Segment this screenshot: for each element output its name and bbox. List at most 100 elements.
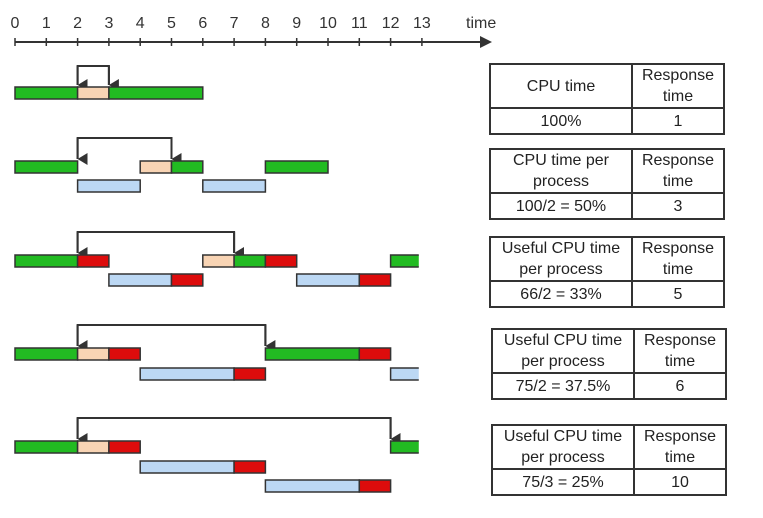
wasted-segment	[234, 461, 266, 473]
overhead-segment	[77, 348, 109, 360]
overhead-segment	[202, 255, 235, 267]
wasted-segment	[108, 441, 141, 453]
value-response-time: 1	[631, 107, 725, 135]
header-cpu-time: CPU time per process	[489, 148, 633, 194]
summary-table-2: CPU time per process Response time 100/2…	[489, 148, 725, 220]
wasted-segment	[359, 274, 391, 286]
ready-segment	[390, 368, 419, 380]
ready-segment	[77, 180, 141, 192]
segment-outline	[233, 367, 267, 381]
summary-table-5: Useful CPU time per process Response tim…	[491, 424, 727, 496]
segment-outline	[264, 160, 329, 174]
time-axis-tick-label: 1	[42, 15, 51, 32]
wasted-segment	[265, 255, 297, 267]
wasted-segment	[359, 348, 391, 360]
summary-table-1: CPU time Response time 100% 1	[489, 63, 725, 135]
segment-outline	[170, 273, 204, 287]
time-axis-label: time	[466, 15, 496, 32]
running-segment	[15, 441, 78, 453]
header-response-time: Response time	[633, 328, 727, 374]
header-response-time: Response time	[631, 148, 725, 194]
ready-segment	[265, 480, 360, 492]
running-segment	[390, 441, 419, 453]
wait-arrow-connector	[76, 137, 173, 159]
segment-outline	[202, 179, 267, 193]
running-segment	[265, 161, 328, 173]
segment-open-outline	[389, 254, 419, 268]
overhead-segment	[77, 87, 109, 99]
running-segment	[15, 255, 78, 267]
wait-arrow-connector	[76, 324, 267, 346]
running-segment	[265, 348, 360, 360]
value-cpu-time: 66/2 = 33%	[489, 280, 633, 308]
wasted-segment	[234, 368, 266, 380]
overhead-segment	[140, 161, 172, 173]
running-segment	[15, 161, 78, 173]
segment-outline	[233, 460, 267, 474]
wasted-segment	[359, 480, 391, 492]
value-response-time: 5	[631, 280, 725, 308]
segment-outline	[76, 254, 110, 268]
wait-arrow-connector	[76, 417, 392, 439]
header-response-time: Response time	[631, 63, 725, 109]
value-cpu-time: 75/3 = 25%	[491, 468, 635, 496]
time-axis-tick-label: 9	[292, 15, 301, 32]
running-segment	[171, 161, 203, 173]
segment-open-outline	[389, 367, 419, 381]
segment-outline	[170, 160, 204, 174]
header-response-time: Response time	[631, 236, 725, 282]
time-axis-tick-label: 7	[230, 15, 239, 32]
time-axis-tick-label: 4	[136, 15, 145, 32]
ready-segment	[108, 274, 172, 286]
running-segment	[15, 348, 78, 360]
header-cpu-time: Useful CPU time per process	[489, 236, 633, 282]
segment-outline	[108, 86, 204, 100]
segment-open-outline	[389, 440, 419, 454]
value-cpu-time: 75/2 = 37.5%	[491, 372, 635, 400]
segment-outline	[14, 160, 79, 174]
running-segment	[108, 87, 203, 99]
value-response-time: 10	[633, 468, 727, 496]
header-cpu-time: Useful CPU time per process	[491, 328, 635, 374]
running-segment	[15, 87, 78, 99]
ready-segment	[296, 274, 360, 286]
time-axis-tick-label: 13	[413, 15, 431, 32]
header-cpu-time: CPU time	[489, 63, 633, 109]
time-axis-tick-label: 6	[198, 15, 207, 32]
value-cpu-time: 100/2 = 50%	[489, 192, 633, 220]
value-response-time: 6	[633, 372, 727, 400]
value-cpu-time: 100%	[489, 107, 633, 135]
running-segment	[234, 255, 266, 267]
value-response-time: 3	[631, 192, 725, 220]
ready-segment	[140, 368, 235, 380]
running-segment	[390, 255, 419, 267]
summary-table-3: Useful CPU time per process Response tim…	[489, 236, 725, 308]
wasted-segment	[171, 274, 203, 286]
segment-outline	[108, 347, 141, 361]
header-cpu-time: Useful CPU time per process	[491, 424, 635, 470]
segment-outline	[76, 179, 141, 193]
ready-segment	[140, 461, 235, 473]
segment-outline	[358, 273, 392, 287]
summary-table-4: Useful CPU time per process Response tim…	[491, 328, 727, 400]
segment-outline	[264, 254, 298, 268]
time-axis-tick-label: 10	[319, 15, 337, 32]
overhead-segment	[77, 441, 109, 453]
time-axis-tick-label: 2	[73, 15, 82, 32]
time-axis-tick-label: 12	[382, 15, 400, 32]
segment-outline	[108, 440, 141, 454]
header-response-time: Response time	[633, 424, 727, 470]
time-axis-tick-label: 11	[351, 15, 368, 32]
time-axis-tick-label: 0	[11, 15, 20, 32]
time-axis-tick-label: 3	[104, 15, 113, 32]
segment-outline	[358, 347, 392, 361]
segment-outline	[358, 479, 392, 493]
time-axis-tick-label: 5	[167, 15, 176, 32]
wait-arrow-connector	[76, 231, 236, 253]
wasted-segment	[77, 255, 109, 267]
time-axis-tick-label: 8	[261, 15, 270, 32]
wait-arrow-connector	[76, 65, 110, 85]
ready-segment	[202, 180, 266, 192]
wasted-segment	[108, 348, 141, 360]
